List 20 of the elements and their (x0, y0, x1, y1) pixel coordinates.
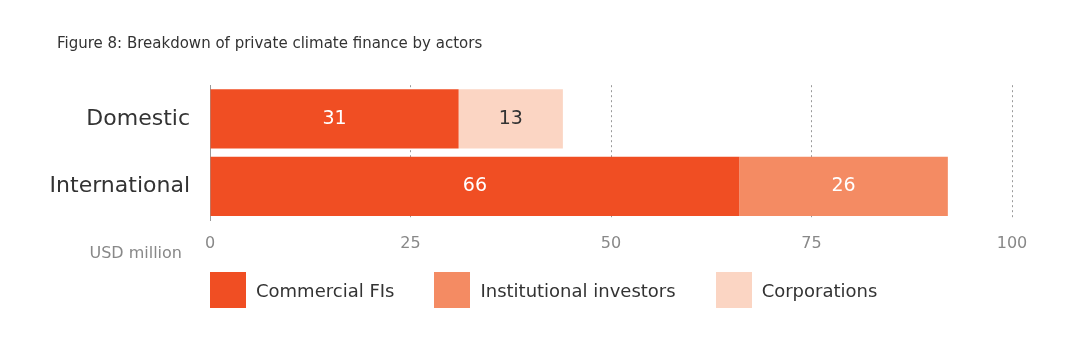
x-axis-title: USD million (89, 243, 182, 263)
data-label: 31 (322, 105, 347, 128)
data-label: 13 (498, 105, 523, 128)
bar (210, 156, 740, 216)
bar (210, 89, 459, 149)
legend-label: Corporations (761, 279, 878, 301)
y-tick-label: Domestic (86, 104, 190, 130)
legend-label: Commercial FIs (256, 279, 395, 301)
x-tick-label: 100 (996, 232, 1028, 252)
data-label: 26 (831, 173, 856, 196)
y-tick-label: International (49, 172, 190, 198)
bar (739, 156, 948, 216)
x-tick-label: 25 (400, 232, 421, 252)
legend-label: Institutional investors (480, 279, 676, 301)
bar (458, 89, 563, 149)
x-tick-label: 75 (801, 232, 822, 252)
chart-title: Figure 8: Breakdown of private climate finance by actors (57, 34, 483, 52)
x-tick-label: 0 (204, 232, 216, 252)
x-tick-label: 50 (600, 232, 622, 252)
data-label: 66 (462, 173, 487, 196)
